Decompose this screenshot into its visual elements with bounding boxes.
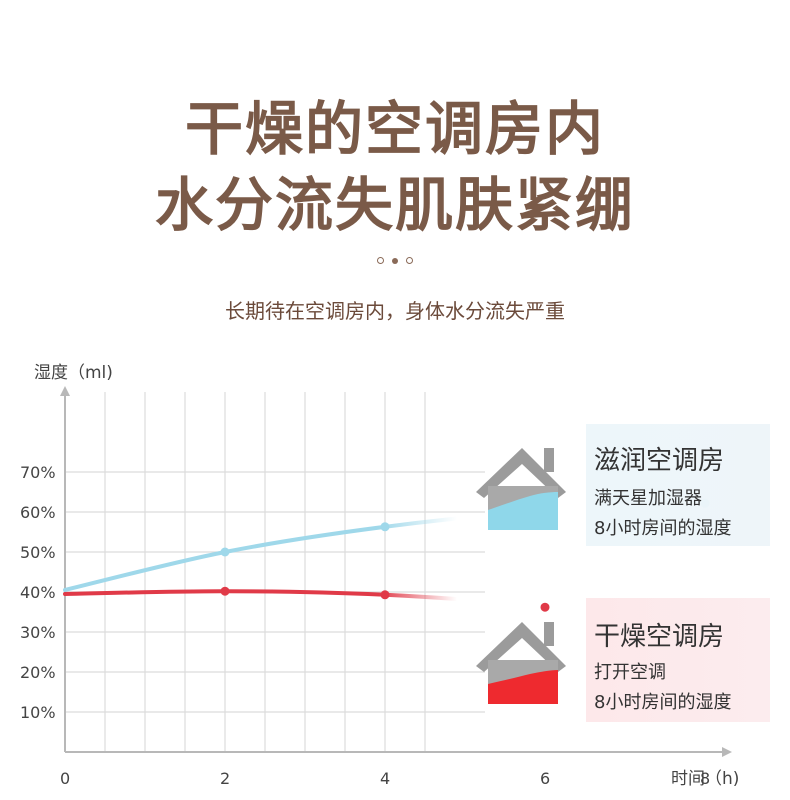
y-tick-label: 10% [20,703,56,722]
house-dry-icon [476,622,566,704]
y-tick-label: 40% [20,583,56,602]
x-tick-label: 0 [60,769,70,788]
y-axis-label: 湿度（ml) [34,363,113,383]
page-subtitle: 长期待在空调房内，身体水分流失严重 [225,299,565,323]
legend-panel-dry: 干燥空调房 打开空调 8小时房间的湿度 [586,598,770,722]
y-axis-arrow-icon [60,386,70,396]
data-point [220,586,230,596]
legend-line: 8小时房间的湿度 [594,518,732,539]
x-tick-label: 6 [540,769,550,788]
data-point [220,547,230,557]
y-tick-label: 20% [20,663,56,682]
x-axis-arrow-icon [722,747,732,757]
x-tick-label: 8 [700,769,710,788]
humidity-chart: 10% 20% 30% 40% 50% 60% 70% 0 2 4 6 8时间（h) [20,386,790,789]
house-humidified-icon [476,448,566,530]
data-point [380,590,390,600]
legend-heading: 滋润空调房 [594,446,725,476]
y-tick-label: 70% [20,463,56,482]
x-axis-label: 时间（h) [671,769,739,789]
y-tick-label: 30% [20,623,56,642]
data-point [380,522,390,532]
dot-icon [406,257,413,264]
page-title-line-1: 干燥的空调房内 [184,95,605,163]
y-tick-label: 50% [20,543,56,562]
x-tick-label: 2 [220,769,230,788]
decorative-dots [0,257,790,264]
dot-icon [392,257,398,264]
legend-line: 满天星加湿器 [594,488,702,509]
legend-line: 8小时房间的湿度 [594,692,732,713]
legend-line: 打开空调 [594,662,666,683]
legend-panel-humidified: 滋润空调房 满天星加湿器 8小时房间的湿度 [586,424,770,546]
legend-heading: 干燥空调房 [594,622,725,652]
data-point [540,602,550,612]
x-tick-label: 4 [380,769,390,788]
page-title-line-2: 水分流失肌肤紧绷 [154,171,635,239]
y-tick-label: 60% [20,503,56,522]
dot-icon [377,257,384,264]
